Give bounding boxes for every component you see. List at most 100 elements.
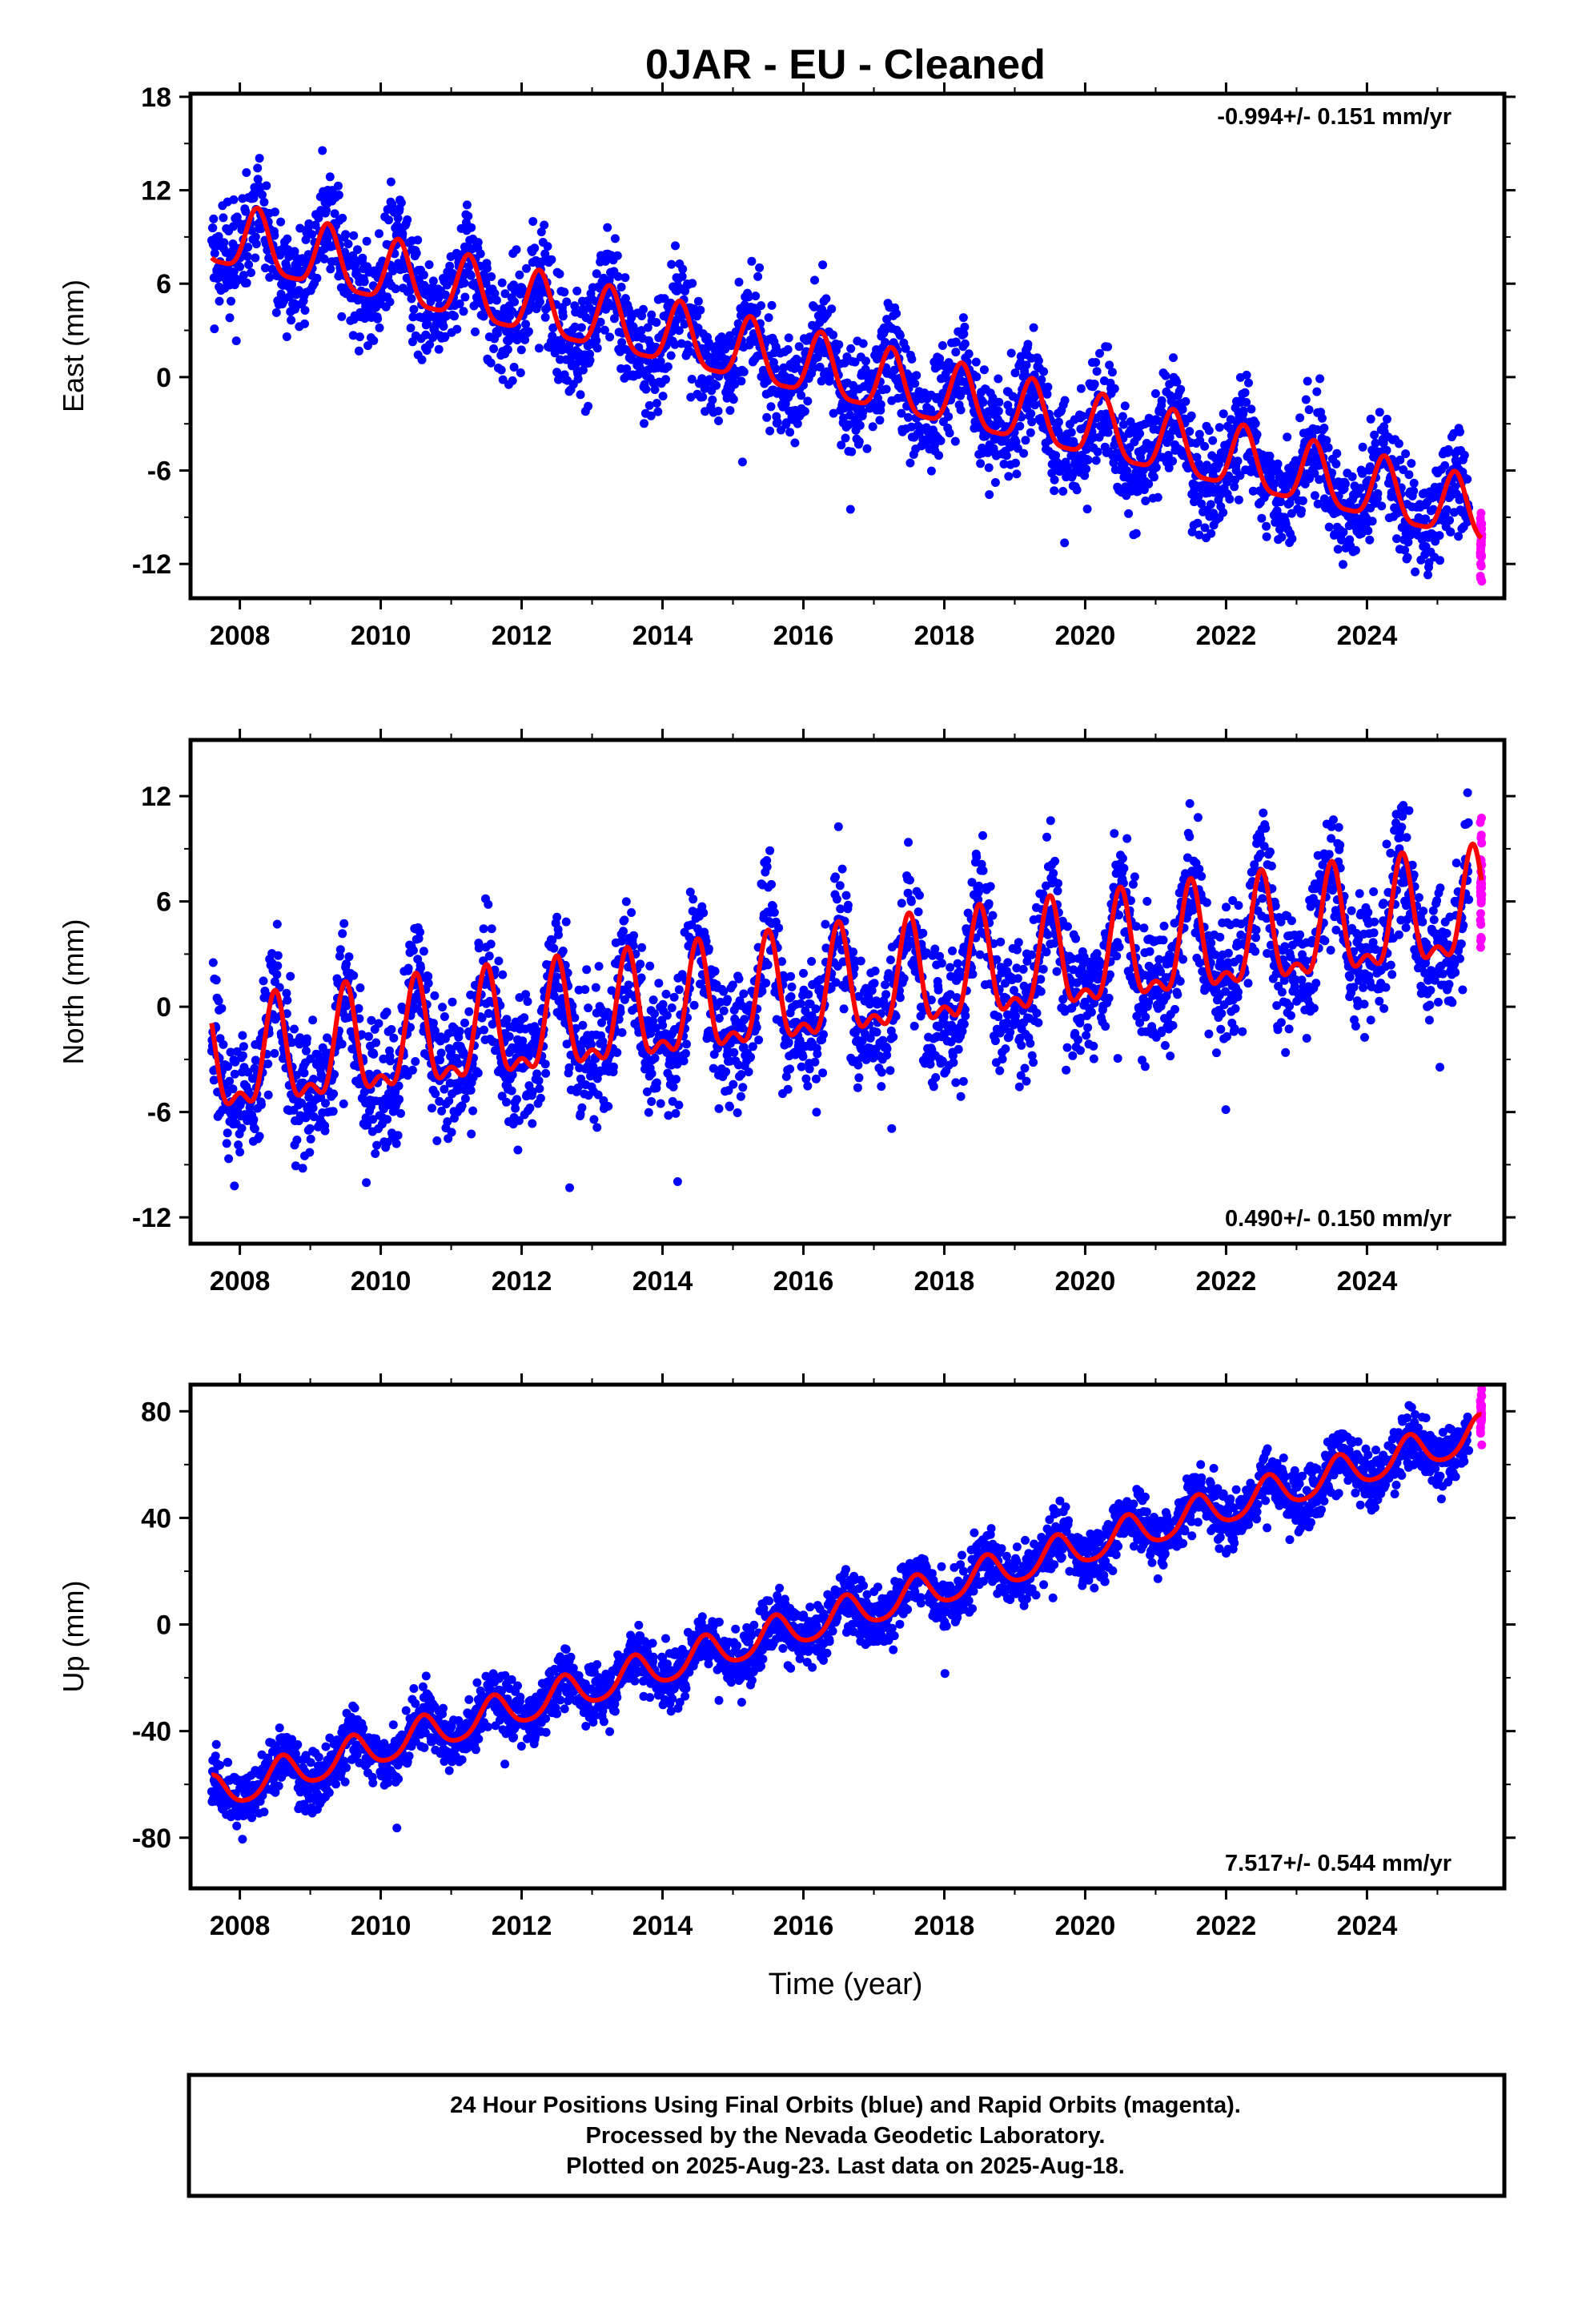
final-orbit-point	[301, 1046, 311, 1055]
final-orbit-point	[1169, 353, 1178, 363]
final-orbit-point	[383, 1115, 392, 1124]
final-orbit-point	[299, 1068, 309, 1078]
final-orbit-point	[244, 260, 254, 269]
final-orbit-point	[663, 362, 673, 372]
final-orbit-point	[371, 1038, 381, 1047]
final-orbit-point	[351, 259, 360, 269]
final-orbit-point	[689, 1000, 699, 1010]
final-orbit-point	[885, 1066, 895, 1076]
final-orbit-point	[421, 330, 431, 340]
final-orbit-point	[833, 822, 843, 831]
final-orbit-point	[681, 1049, 690, 1058]
final-orbit-point	[1273, 459, 1283, 468]
final-orbit-point	[208, 223, 218, 233]
final-orbit-point	[616, 283, 626, 292]
y-tick-label: -6	[147, 1098, 171, 1128]
final-orbit-point	[561, 917, 571, 927]
final-orbit-point	[259, 197, 269, 207]
final-orbit-point	[730, 380, 740, 389]
final-orbit-point	[868, 422, 877, 432]
final-orbit-point	[507, 1086, 516, 1096]
final-orbit-point	[994, 374, 1003, 384]
rapid-orbit-point	[1476, 513, 1485, 523]
final-orbit-point	[393, 1131, 403, 1140]
final-orbit-point	[783, 1084, 793, 1094]
final-orbit-point	[487, 272, 496, 281]
final-orbit-point	[994, 406, 1003, 416]
final-orbit-point	[573, 374, 583, 384]
final-orbit-point	[217, 1003, 227, 1013]
final-orbit-point	[839, 1004, 849, 1014]
final-orbit-point	[466, 271, 476, 280]
final-orbit-point	[577, 1103, 587, 1112]
final-orbit-point	[757, 301, 765, 311]
final-orbit-point	[578, 365, 588, 375]
rapid-orbit-point	[1476, 540, 1485, 549]
final-orbit-point	[479, 312, 488, 321]
final-orbit-point	[858, 339, 868, 348]
final-orbit-point	[520, 335, 530, 344]
final-orbit-point	[629, 931, 638, 940]
final-orbit-point	[811, 1004, 821, 1014]
final-orbit-point	[937, 959, 946, 968]
final-orbit-point	[764, 313, 773, 323]
final-orbit-point	[272, 919, 282, 929]
final-orbit-point	[1058, 487, 1068, 496]
final-orbit-point	[211, 975, 221, 985]
final-orbit-point	[984, 463, 994, 472]
final-orbit-point	[790, 438, 800, 448]
final-orbit-point	[674, 326, 684, 336]
final-orbit-point	[1262, 521, 1271, 531]
final-orbit-point	[498, 970, 508, 979]
final-orbit-point	[853, 1060, 863, 1070]
x-tick-label: 2020	[1055, 621, 1116, 651]
final-orbit-point	[613, 271, 623, 281]
final-orbit-point	[408, 1065, 417, 1075]
final-orbit-point	[766, 402, 776, 412]
final-orbit-point	[460, 1018, 469, 1027]
final-orbit-point	[445, 261, 455, 271]
final-orbit-point	[708, 395, 717, 404]
final-orbit-point	[249, 1115, 259, 1124]
final-orbit-point	[374, 1019, 383, 1028]
final-orbit-point	[815, 362, 825, 372]
final-orbit-point	[480, 1025, 488, 1035]
final-orbit-point	[525, 1104, 535, 1112]
final-orbit-point	[1076, 384, 1086, 393]
final-orbit-point	[440, 332, 450, 341]
final-orbit-point	[729, 1080, 738, 1089]
final-orbit-point	[1358, 442, 1367, 452]
final-orbit-point	[850, 357, 860, 367]
final-orbit-point	[1257, 513, 1267, 523]
final-orbit-point	[1066, 428, 1076, 437]
final-orbit-point	[1193, 518, 1203, 528]
final-orbit-point	[608, 1062, 618, 1072]
final-orbit-point	[330, 209, 339, 219]
final-orbit-point	[349, 971, 359, 980]
final-orbit-point	[636, 959, 645, 969]
x-tick-label: 2024	[1337, 1266, 1398, 1297]
final-orbit-point	[565, 1183, 574, 1192]
final-orbit-point	[369, 1049, 379, 1059]
final-orbit-point	[518, 1036, 528, 1046]
final-orbit-point	[971, 357, 981, 367]
final-orbit-point	[251, 253, 260, 263]
final-orbit-point	[1298, 496, 1307, 505]
y-tick-label: -12	[132, 549, 171, 580]
final-orbit-point	[214, 996, 223, 1006]
final-orbit-point	[333, 181, 343, 191]
final-orbit-point	[1312, 387, 1322, 396]
final-orbit-point	[223, 1062, 233, 1072]
final-orbit-point	[620, 294, 630, 304]
final-orbit-point	[283, 995, 292, 1005]
final-orbit-point	[312, 273, 322, 283]
final-orbit-point	[1409, 486, 1419, 496]
final-orbit-point	[1339, 560, 1347, 569]
final-orbit-point	[556, 355, 564, 364]
final-orbit-point	[432, 1136, 442, 1145]
final-orbit-point	[1460, 450, 1469, 460]
final-orbit-point	[388, 266, 398, 275]
final-orbit-point	[841, 433, 850, 443]
final-orbit-point	[1239, 406, 1248, 416]
final-orbit-point	[639, 304, 648, 314]
